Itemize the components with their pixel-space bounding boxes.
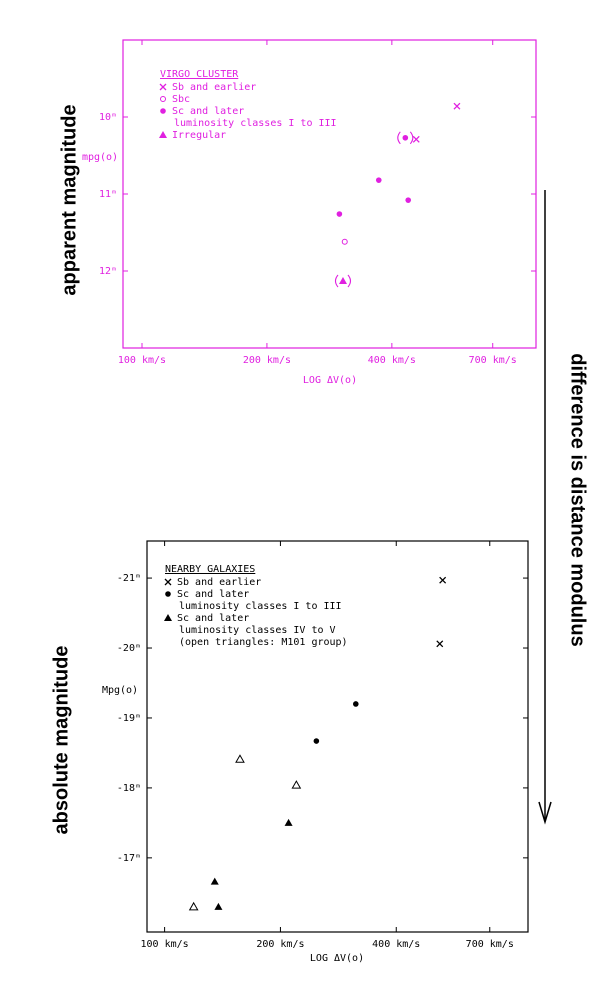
point (284, 818, 293, 826)
x-tick-label: 700 km/s (469, 355, 517, 366)
point (336, 211, 343, 217)
point (313, 738, 320, 744)
y-tick-label: -18ᵐ (117, 783, 141, 794)
legend-marker (164, 614, 172, 621)
point (375, 177, 382, 183)
legend-text: Sb and earlier (172, 82, 256, 93)
x-tick-label: 400 km/s (368, 355, 416, 366)
y-tick-label: 11ᵐ (99, 189, 117, 200)
arrow-head (538, 801, 552, 825)
y-tick-label: -21ᵐ (117, 573, 141, 584)
side-label: absolute magnitude (50, 646, 72, 835)
point (214, 902, 223, 910)
x-axis-label: LOG ΔV(o) (303, 375, 357, 386)
legend-text: luminosity classes I to III (179, 601, 342, 612)
x-tick-label: 200 km/s (243, 355, 291, 366)
legend-marker (159, 83, 167, 91)
y-axis-label: mpg(o) (82, 152, 118, 163)
point (291, 780, 302, 789)
legend-text: (open triangles: M101 group) (179, 637, 348, 648)
legend-text: Irregular (172, 130, 226, 141)
y-tick-label: 12ᵐ (99, 266, 117, 277)
x-tick-label: 200 km/s (256, 939, 304, 950)
point (412, 135, 420, 143)
point (353, 701, 359, 707)
point (436, 640, 444, 648)
parenthesis (334, 274, 352, 288)
parenthesis (397, 131, 414, 145)
point (405, 197, 412, 203)
legend-marker (159, 131, 167, 138)
legend-text: luminosity classes IV to V (179, 625, 336, 636)
point (439, 576, 447, 584)
point (235, 754, 245, 763)
side-label: apparent magnitude (58, 104, 80, 295)
legend-title: VIRGO CLUSTER (160, 69, 239, 80)
plot-frame (146, 540, 529, 933)
x-tick-label: 700 km/s (466, 939, 514, 950)
legend-text: Sc and later (172, 106, 244, 117)
legend-marker (164, 578, 172, 586)
point (402, 134, 409, 141)
legend-text: Sc and later (177, 613, 249, 624)
legend-text: Sc and later (177, 589, 249, 600)
x-tick-label: 100 km/s (141, 939, 189, 950)
x-axis-label: LOG ΔV(o) (310, 953, 364, 964)
point (453, 102, 461, 110)
legend-text: Sb and earlier (177, 577, 261, 588)
legend-marker (160, 108, 166, 114)
y-axis-label: Mpg(o) (102, 685, 138, 696)
x-tick-label: 400 km/s (372, 939, 420, 950)
point (338, 277, 347, 285)
legend-text: luminosity classes I to III (174, 118, 337, 129)
legend-marker (160, 96, 166, 102)
y-tick-label: -20ᵐ (117, 643, 141, 654)
point (188, 901, 199, 911)
arrow-label: difference is distance modulus (567, 353, 589, 646)
point (341, 238, 348, 245)
legend-text: Sbc (172, 94, 190, 105)
legend-marker (165, 591, 171, 597)
legend-title: NEARBY GALAXIES (165, 564, 255, 575)
y-tick-label: 10ᵐ (99, 112, 117, 123)
x-tick-label: 100 km/s (118, 355, 166, 366)
y-tick-label: -17ᵐ (117, 853, 141, 864)
point (210, 877, 219, 885)
y-tick-label: -19ᵐ (117, 713, 141, 724)
